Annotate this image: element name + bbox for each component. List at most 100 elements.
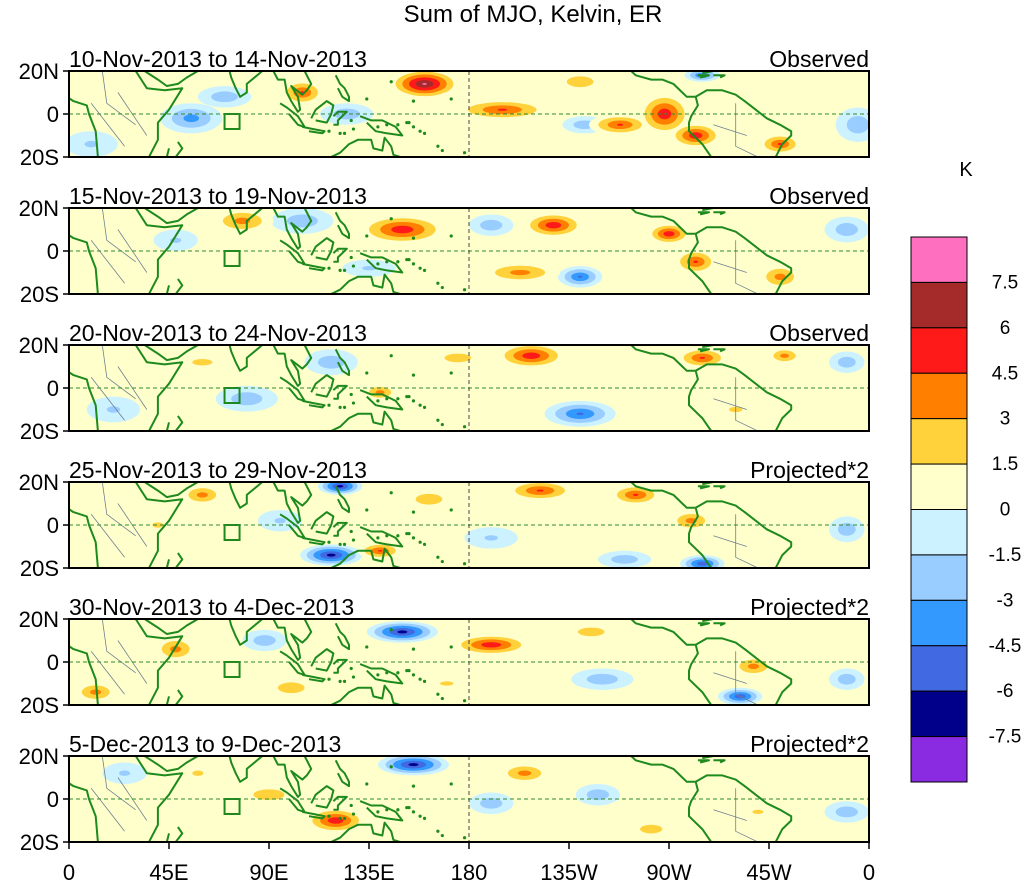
island xyxy=(351,264,356,268)
island xyxy=(407,806,411,810)
x-tick-label: 135W xyxy=(540,860,598,885)
country-border xyxy=(90,103,125,147)
coastline xyxy=(630,619,696,646)
contour-shell-negative xyxy=(611,555,638,564)
panel-date-range: 30-Nov-2013 to 4-Dec-2013 xyxy=(69,594,354,620)
coastline xyxy=(310,785,335,809)
contour-shell-positive xyxy=(640,824,663,834)
contour-shell-negative xyxy=(576,412,584,416)
coastline xyxy=(302,262,326,272)
coastline xyxy=(165,826,184,842)
coastline xyxy=(222,208,313,250)
y-tick-label: 0 xyxy=(47,239,59,264)
coastline xyxy=(320,821,401,842)
coastline xyxy=(222,71,313,113)
y-tick-label: 0 xyxy=(47,376,59,401)
country-border xyxy=(90,514,125,558)
contour-shell-positive xyxy=(522,352,541,359)
country-border xyxy=(101,71,136,126)
contour-shell-positive xyxy=(497,108,508,111)
island xyxy=(411,125,416,129)
island xyxy=(440,422,444,427)
x-tick-label: 0 xyxy=(63,860,75,885)
chart-title: Sum of MJO, Kelvin, ER xyxy=(404,1,663,28)
country-border xyxy=(713,672,747,684)
island xyxy=(418,814,422,818)
panel-date-range: 25-Nov-2013 to 29-Nov-2013 xyxy=(69,457,367,483)
colorbar-swatch xyxy=(910,690,968,738)
island xyxy=(405,258,409,262)
coastline xyxy=(359,252,404,274)
coastline xyxy=(713,485,726,490)
contour-shell-positive xyxy=(633,493,639,496)
coastline xyxy=(165,278,184,294)
panel-label: Projected*2 xyxy=(750,731,869,757)
coastline xyxy=(144,482,199,499)
island xyxy=(376,536,380,540)
coastline xyxy=(144,345,199,362)
colorbar-swatch xyxy=(910,327,968,374)
colorbar-level-label: 3 xyxy=(1000,409,1011,430)
contour-shell-negative xyxy=(106,406,121,413)
island xyxy=(422,268,427,272)
island xyxy=(365,645,369,649)
island xyxy=(411,236,416,240)
coastline xyxy=(320,136,401,157)
y-tick-label: 0 xyxy=(47,102,59,127)
island xyxy=(338,816,342,820)
island xyxy=(351,675,356,679)
map-panel-2: 20N 0 20S 15-Nov-2013 to 19-Nov-2013 Observe… xyxy=(19,183,870,307)
island xyxy=(422,131,427,135)
island xyxy=(422,542,427,546)
island xyxy=(365,508,369,512)
country-border xyxy=(735,788,759,842)
contour-shell-negative xyxy=(336,485,344,488)
coastlines xyxy=(69,208,793,294)
coastline xyxy=(359,115,404,137)
contour-shell-negative xyxy=(586,673,618,685)
colorbar-level-label: 7.5 xyxy=(992,272,1018,293)
island xyxy=(342,679,347,683)
island xyxy=(462,562,467,566)
island xyxy=(342,268,347,272)
coastline xyxy=(697,759,710,764)
island xyxy=(436,692,440,696)
coastline xyxy=(332,795,348,811)
island xyxy=(462,836,467,840)
coastline xyxy=(702,619,715,623)
colorbar-swatch xyxy=(910,372,968,420)
contour-shell-negative xyxy=(837,522,856,536)
coastline xyxy=(702,208,715,212)
coastline xyxy=(279,102,306,128)
coastline xyxy=(279,376,306,402)
island xyxy=(338,405,342,409)
coastline xyxy=(302,536,326,546)
contour-shell-negative xyxy=(480,797,503,809)
coastline xyxy=(69,756,184,842)
map-panel-5: 20N 0 20S 30-Nov-2013 to 4-Dec-2013 Projecte… xyxy=(19,594,870,718)
island xyxy=(385,808,389,812)
colorbar-swatch xyxy=(910,736,968,783)
island xyxy=(365,97,369,101)
island xyxy=(385,397,389,401)
country-border xyxy=(101,756,136,811)
contour-shell-negative xyxy=(326,553,336,557)
y-tick-label: 20N xyxy=(19,607,59,632)
coastlines xyxy=(69,756,793,842)
colorbar-unit: K xyxy=(959,159,973,181)
island xyxy=(376,125,380,129)
contour-shell-positive xyxy=(752,809,764,815)
contour-shell-negative xyxy=(577,275,583,278)
x-axis: 0 45E 90E 135E 180 135W 90W 45W 0 xyxy=(63,842,875,885)
coastline xyxy=(222,619,313,661)
coastline xyxy=(302,673,326,683)
colorbar-swatch xyxy=(910,645,968,692)
coastline xyxy=(69,71,184,157)
island xyxy=(411,810,416,814)
island xyxy=(396,397,400,401)
colorbar-level-label: 4.5 xyxy=(992,363,1018,384)
island xyxy=(389,765,393,769)
island xyxy=(440,696,444,701)
island xyxy=(376,399,380,403)
island xyxy=(411,373,416,377)
